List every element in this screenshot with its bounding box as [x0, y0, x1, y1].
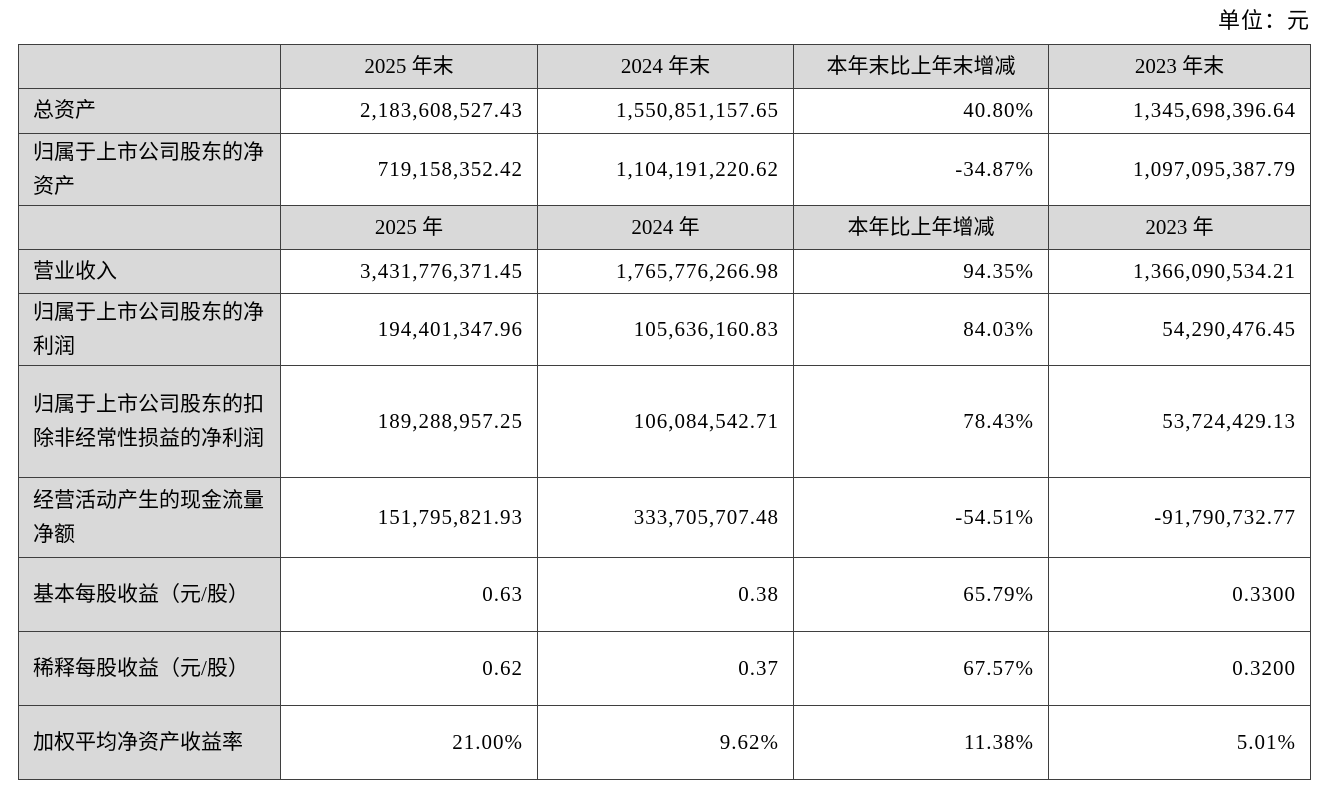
- cell-value: 65.79%: [793, 557, 1049, 633]
- cell-value: 333,705,707.48: [537, 477, 794, 559]
- row-label-total-assets: 总资产: [18, 88, 281, 134]
- cell-value: 194,401,347.96: [280, 293, 538, 367]
- cell-value: 0.62: [280, 631, 538, 707]
- cell-value: 40.80%: [793, 88, 1049, 134]
- cell-value: 0.3300: [1048, 557, 1311, 633]
- cell-value: 84.03%: [793, 293, 1049, 367]
- financial-summary-table: 2025 年末 2024 年末 本年末比上年末增减 2023 年末 总资产 2,…: [18, 44, 1311, 781]
- cell-value: 9.62%: [537, 705, 794, 781]
- table-row: 营业收入 3,431,776,371.45 1,765,776,266.98 9…: [18, 249, 1311, 295]
- cell-value: 53,724,429.13: [1048, 365, 1311, 479]
- row-label-net-profit-attributable: 归属于上市公司股东的净利润: [18, 293, 281, 367]
- col-header-blank: [18, 44, 281, 89]
- table-row: 基本每股收益（元/股） 0.63 0.38 65.79% 0.3300: [18, 557, 1311, 633]
- table-row: 稀释每股收益（元/股） 0.62 0.37 67.57% 0.3200: [18, 631, 1311, 707]
- cell-value: 719,158,352.42: [280, 132, 538, 207]
- cell-value: 1,550,851,157.65: [537, 88, 794, 134]
- col-header-2024-year-end: 2024 年末: [537, 44, 794, 89]
- cell-value: 67.57%: [793, 631, 1049, 707]
- row-label-net-assets-attributable: 归属于上市公司股东的净资产: [18, 132, 281, 207]
- cell-value: 3,431,776,371.45: [280, 249, 538, 295]
- row-label-diluted-eps: 稀释每股收益（元/股）: [18, 631, 281, 707]
- cell-value: 21.00%: [280, 705, 538, 781]
- cell-value: 11.38%: [793, 705, 1049, 781]
- col-header-blank: [18, 205, 281, 251]
- row-label-weighted-avg-roe: 加权平均净资产收益率: [18, 705, 281, 781]
- col-header-yoy-change-year-end: 本年末比上年末增减: [793, 44, 1049, 89]
- col-header-2024: 2024 年: [537, 205, 794, 251]
- cell-value: 189,288,957.25: [280, 365, 538, 479]
- table-row: 2025 年 2024 年 本年比上年增减 2023 年: [18, 205, 1311, 251]
- cell-value: 5.01%: [1048, 705, 1311, 781]
- row-label-net-profit-excl-nonrecurring: 归属于上市公司股东的扣除非经常性损益的净利润: [18, 365, 281, 479]
- cell-value: -91,790,732.77: [1048, 477, 1311, 559]
- row-label-operating-cash-flow: 经营活动产生的现金流量净额: [18, 477, 281, 559]
- cell-value: 78.43%: [793, 365, 1049, 479]
- table-row: 归属于上市公司股东的净利润 194,401,347.96 105,636,160…: [18, 293, 1311, 367]
- table-row: 归属于上市公司股东的净资产 719,158,352.42 1,104,191,2…: [18, 132, 1311, 207]
- cell-value: 151,795,821.93: [280, 477, 538, 559]
- cell-value: 0.3200: [1048, 631, 1311, 707]
- col-header-yoy-change: 本年比上年增减: [793, 205, 1049, 251]
- cell-value: 1,104,191,220.62: [537, 132, 794, 207]
- cell-value: 106,084,542.71: [537, 365, 794, 479]
- unit-label: 单位：元: [1217, 8, 1310, 33]
- col-header-2023-year-end: 2023 年末: [1048, 44, 1311, 89]
- cell-value: 105,636,160.83: [537, 293, 794, 367]
- cell-value: 2,183,608,527.43: [280, 88, 538, 134]
- document-page: 单位：元 2025 年末 2024 年末 本年末比上年末增减 2023 年末 总…: [18, 8, 1311, 781]
- cell-value: 0.37: [537, 631, 794, 707]
- cell-value: 1,097,095,387.79: [1048, 132, 1311, 207]
- table-row: 加权平均净资产收益率 21.00% 9.62% 11.38% 5.01%: [18, 705, 1311, 781]
- cell-value: 94.35%: [793, 249, 1049, 295]
- row-label-operating-revenue: 营业收入: [18, 249, 281, 295]
- col-header-2025-year-end: 2025 年末: [280, 44, 538, 89]
- cell-value: -54.51%: [793, 477, 1049, 559]
- cell-value: 1,366,090,534.21: [1048, 249, 1311, 295]
- col-header-2023: 2023 年: [1048, 205, 1311, 251]
- col-header-2025: 2025 年: [280, 205, 538, 251]
- row-label-basic-eps: 基本每股收益（元/股）: [18, 557, 281, 633]
- table-row: 总资产 2,183,608,527.43 1,550,851,157.65 40…: [18, 88, 1311, 134]
- cell-value: 1,765,776,266.98: [537, 249, 794, 295]
- cell-value: 0.38: [537, 557, 794, 633]
- table-row: 归属于上市公司股东的扣除非经常性损益的净利润 189,288,957.25 10…: [18, 365, 1311, 479]
- cell-value: 54,290,476.45: [1048, 293, 1311, 367]
- cell-value: -34.87%: [793, 132, 1049, 207]
- table-row: 经营活动产生的现金流量净额 151,795,821.93 333,705,707…: [18, 477, 1311, 559]
- cell-value: 0.63: [280, 557, 538, 633]
- cell-value: 1,345,698,396.64: [1048, 88, 1311, 134]
- table-row: 2025 年末 2024 年末 本年末比上年末增减 2023 年末: [18, 44, 1311, 89]
